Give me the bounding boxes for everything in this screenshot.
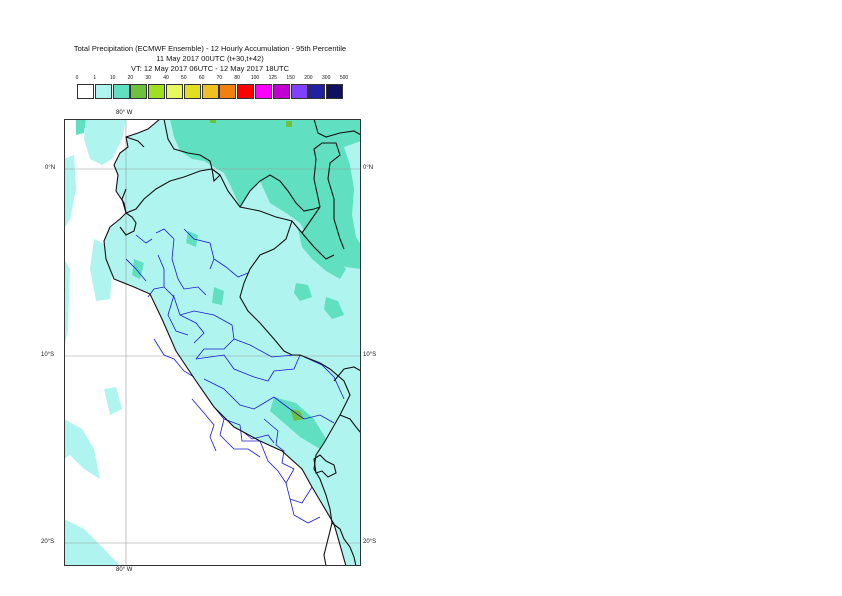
ecuador-interior — [121, 136, 145, 214]
legend-label: 60 — [198, 75, 205, 81]
titicaca-lake — [313, 454, 337, 478]
legend-label: 40 — [163, 75, 169, 81]
legend-label: 500 — [339, 75, 349, 81]
legend-label: 80 — [234, 75, 240, 81]
legend-label: 50 — [181, 75, 187, 81]
legend-swatch — [183, 84, 201, 99]
legend-swatch — [112, 84, 130, 99]
legend-swatch — [77, 84, 94, 99]
lat-label-left-0: 0°N — [45, 165, 56, 171]
bolivia-border — [333, 366, 361, 434]
land-precip-light — [104, 119, 361, 566]
offshore-precip-1 — [84, 119, 126, 165]
legend-label: 20 — [127, 75, 134, 81]
legend-label: 300 — [322, 75, 331, 81]
lat-label-right-10: 10°S — [363, 352, 377, 358]
lat-label-right-20: 20°S — [363, 539, 377, 545]
precip-heavy-north-2 — [286, 121, 292, 127]
lat-label-left-10: 10°S — [41, 352, 55, 358]
legend-swatch — [326, 84, 344, 99]
legend-label: 1 — [93, 75, 97, 81]
legend-swatch — [255, 84, 272, 99]
chile-border — [323, 522, 333, 566]
precip-moderate-south — [270, 397, 326, 449]
offshore-precip-2 — [64, 155, 76, 229]
precip-moderate-left — [76, 119, 86, 135]
legend-label: 200 — [304, 75, 313, 81]
precip-moderate-patch-4 — [186, 231, 198, 247]
map-frame — [64, 119, 361, 566]
legend-swatch — [166, 84, 183, 99]
colombia-border — [163, 119, 321, 212]
offshore-precip-3 — [64, 259, 70, 349]
precip-heavy-south — [290, 409, 304, 421]
legend-swatch — [237, 84, 255, 99]
venezuela-brazil-border — [313, 119, 361, 250]
legend-swatch — [148, 84, 166, 99]
title-line-3: VT: 12 May 2017 06UTC - 12 May 2017 18UT… — [131, 64, 289, 73]
legend-label: 100 — [250, 75, 260, 81]
offshore-precip-7 — [104, 387, 122, 415]
offshore-precip-6 — [64, 519, 120, 566]
peru-bolivia-border — [299, 354, 351, 524]
legend-swatch — [219, 84, 237, 99]
precipitation-map — [64, 119, 361, 566]
peru-brazil-border — [239, 206, 321, 356]
lon-label-top: 80° W — [116, 110, 133, 116]
peru-north-border — [125, 168, 335, 260]
legend-label: 0 — [75, 75, 79, 81]
precip-moderate-north — [170, 119, 361, 269]
region-borders — [125, 228, 345, 524]
legend-swatch — [308, 84, 326, 99]
country-borders — [103, 119, 361, 566]
chile-bolivia-border — [331, 522, 357, 566]
legend-swatch — [201, 84, 219, 99]
legend-label: 30 — [145, 75, 151, 81]
title-line-2: 11 May 2017 00UTC (t+30,t+42) — [156, 54, 264, 63]
offshore-precip-4 — [90, 239, 114, 301]
legend-swatch — [272, 84, 290, 99]
legend-swatch — [94, 84, 112, 99]
legend-label: 70 — [216, 75, 223, 81]
lat-label-left-20: 20°S — [41, 539, 55, 545]
lon-label-bottom: 80° W — [116, 567, 133, 573]
offshore-precip-5 — [64, 419, 100, 479]
precip-moderate-patch-1 — [294, 283, 312, 301]
legend-label: 10 — [109, 75, 116, 81]
legend-label: 150 — [286, 75, 295, 81]
title-line-1: Total Precipitation (ECMWF Ensemble) - 1… — [73, 44, 347, 53]
precip-moderate-patch-3 — [212, 287, 224, 305]
precip-moderate-left-2 — [132, 259, 144, 279]
precip-moderate-patch-2 — [324, 297, 344, 319]
gulf-guayaquil — [119, 212, 137, 236]
lat-label-right-0: 0°N — [363, 165, 374, 171]
legend-swatch — [130, 84, 148, 99]
coastline — [103, 119, 347, 566]
legend-swatch — [290, 84, 308, 99]
legend-label: 125 — [268, 75, 277, 81]
